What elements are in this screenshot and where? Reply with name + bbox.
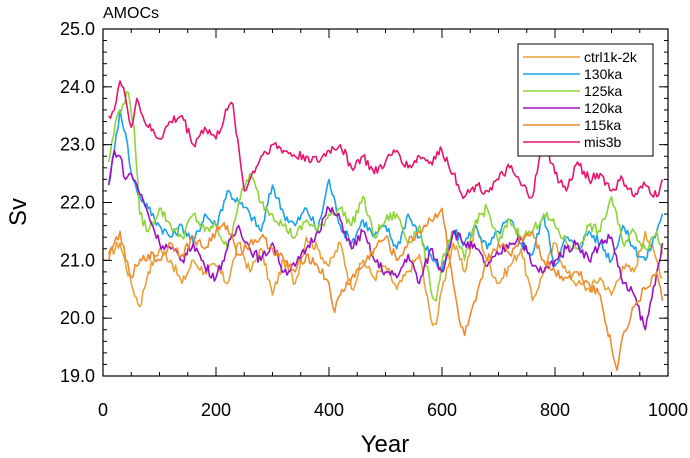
y-tick-label: 21.0 <box>60 250 95 270</box>
chart-title: AMOCs <box>103 5 159 22</box>
series-line-ctrl1k-2k <box>107 224 663 327</box>
legend-label-mis3b: mis3b <box>584 134 622 150</box>
series-line-130ka <box>107 109 664 273</box>
y-tick-label: 25.0 <box>60 19 95 39</box>
y-axis-title: Sv <box>5 198 32 226</box>
x-tick-label: 200 <box>201 400 231 420</box>
legend-label-130ka: 130ka <box>584 66 622 82</box>
series-line-120ka <box>107 149 664 331</box>
legend-box <box>517 43 654 157</box>
series-line-mis3b <box>108 80 664 200</box>
x-tick-label: 600 <box>427 400 457 420</box>
legend-label-125ka: 125ka <box>584 83 622 99</box>
series-layer <box>107 80 664 372</box>
axis-ticks: 19.0 20.0 21.0 22.0 23.0 24.0 25.0 0 200 400 600 80… <box>60 19 688 420</box>
x-tick-label: 800 <box>540 400 570 420</box>
series-line-125ka <box>107 91 664 302</box>
x-axis-title: Year <box>361 431 410 458</box>
series-line-115ka <box>107 207 664 372</box>
x-tick-label: 0 <box>98 400 108 420</box>
y-tick-label: 19.0 <box>60 366 95 386</box>
y-tick-label: 22.0 <box>60 193 95 213</box>
x-tick-label: 1000 <box>648 400 688 420</box>
legend-label-ctrl1k-2k: ctrl1k-2k <box>584 49 638 65</box>
legend-label-120ka: 120ka <box>584 100 622 116</box>
y-tick-label: 23.0 <box>60 135 95 155</box>
x-tick-label: 400 <box>314 400 344 420</box>
y-tick-label: 24.0 <box>60 77 95 97</box>
y-tick-label: 20.0 <box>60 308 95 328</box>
legend-label-115ka: 115ka <box>584 117 621 133</box>
